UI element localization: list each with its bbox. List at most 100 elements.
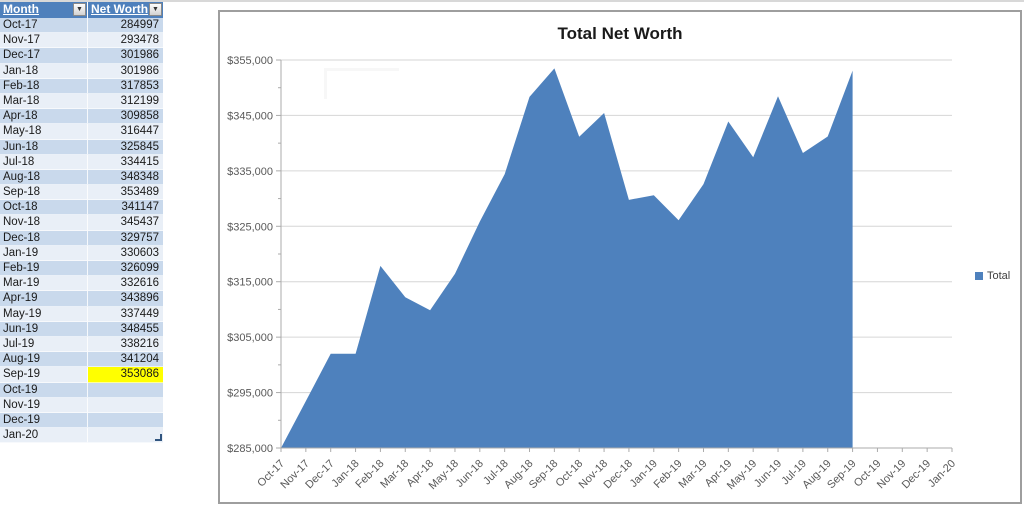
networth-cell[interactable]: 337449 xyxy=(88,306,163,322)
networth-cell[interactable]: 334415 xyxy=(88,154,163,170)
table-header-row: Month ▼ Net Worth ▼ xyxy=(0,2,163,18)
month-cell[interactable]: Aug-19 xyxy=(0,352,88,368)
table-row: Oct-18 341147 xyxy=(0,200,163,216)
month-cell[interactable]: Jun-19 xyxy=(0,321,88,337)
networth-cell[interactable]: 348348 xyxy=(88,169,163,186)
networth-cell[interactable]: 341147 xyxy=(88,200,163,216)
networth-cell[interactable]: 348455 xyxy=(88,321,163,337)
chart-legend[interactable]: Total xyxy=(975,270,1010,282)
table-row: Jan-18 301986 xyxy=(0,63,163,79)
month-cell[interactable]: Jun-18 xyxy=(0,139,88,155)
month-cell[interactable]: Oct-19 xyxy=(0,382,88,398)
table-row: Jan-20 xyxy=(0,428,163,444)
column-header-month[interactable]: Month ▼ xyxy=(0,2,88,18)
table-row: Nov-17 293478 xyxy=(0,33,163,49)
table-row: Sep-18 353489 xyxy=(0,185,163,201)
table-resize-handle[interactable] xyxy=(155,434,162,442)
month-cell[interactable]: Jan-18 xyxy=(0,63,88,79)
column-header-networth[interactable]: Net Worth ▼ xyxy=(88,2,163,18)
networth-cell[interactable]: 326099 xyxy=(88,261,163,277)
filter-dropdown-icon[interactable]: ▼ xyxy=(149,3,162,16)
month-cell[interactable]: May-19 xyxy=(0,306,88,322)
month-cell[interactable]: Sep-19 xyxy=(0,367,88,383)
networth-cell[interactable]: 338216 xyxy=(88,336,163,353)
table-row: Oct-17 284997 xyxy=(0,18,163,34)
networth-cell[interactable]: 316447 xyxy=(88,124,163,140)
table-row: Jun-18 325845 xyxy=(0,139,163,155)
networth-cell[interactable]: 312199 xyxy=(88,93,163,110)
chart[interactable]: Total Net Worth $285,000 $295,000 $305,000… xyxy=(218,10,1022,504)
networth-cell[interactable] xyxy=(88,428,163,444)
table-body: Oct-17 284997 Nov-17 293478 Dec-17 301986 Jan-… xyxy=(0,18,163,444)
svg-text:$355,000: $355,000 xyxy=(227,55,273,67)
networth-cell[interactable]: 343896 xyxy=(88,291,163,307)
legend-label: Total xyxy=(987,270,1011,282)
net-worth-table: Month ▼ Net Worth ▼ Oct-17 284997 Nov-17 29… xyxy=(0,2,163,444)
networth-cell[interactable]: 284997 xyxy=(88,18,163,34)
networth-cell[interactable]: 353489 xyxy=(88,185,163,201)
month-cell[interactable]: Jul-19 xyxy=(0,336,88,353)
month-cell[interactable]: May-18 xyxy=(0,124,88,140)
table-row: Mar-18 312199 xyxy=(0,93,163,110)
table-row: May-19 337449 xyxy=(0,306,163,322)
table-row: Nov-19 xyxy=(0,397,163,413)
svg-text:Jun-19: Jun-19 xyxy=(752,458,784,490)
networth-cell[interactable]: 332616 xyxy=(88,276,163,292)
month-cell[interactable]: Apr-19 xyxy=(0,291,88,307)
month-cell[interactable]: Apr-18 xyxy=(0,109,88,125)
month-cell[interactable]: Oct-18 xyxy=(0,200,88,216)
month-cell[interactable]: Dec-17 xyxy=(0,48,88,64)
svg-text:$315,000: $315,000 xyxy=(227,277,273,289)
networth-cell[interactable] xyxy=(88,412,163,429)
chart-svg: $285,000 $295,000 $305,000 $315,000 $325,000… xyxy=(227,55,958,492)
filter-dropdown-icon[interactable]: ▼ xyxy=(73,3,86,16)
table-row: Feb-19 326099 xyxy=(0,261,163,277)
networth-cell[interactable]: 341204 xyxy=(88,352,163,368)
month-cell[interactable]: Sep-18 xyxy=(0,185,88,201)
networth-cell[interactable] xyxy=(88,382,163,398)
svg-text:$345,000: $345,000 xyxy=(227,110,273,122)
table-row: Jan-19 330603 xyxy=(0,245,163,261)
month-cell[interactable]: Mar-18 xyxy=(0,93,88,110)
month-cell[interactable]: Oct-17 xyxy=(0,18,88,34)
top-divider xyxy=(0,0,1024,2)
svg-text:$325,000: $325,000 xyxy=(227,221,273,233)
month-cell[interactable]: Jul-18 xyxy=(0,154,88,170)
networth-cell[interactable]: 317853 xyxy=(88,78,163,94)
svg-text:Jun-18: Jun-18 xyxy=(454,458,486,490)
table-row: Jul-19 338216 xyxy=(0,336,163,353)
month-cell[interactable]: Nov-19 xyxy=(0,397,88,413)
table-row: Sep-19 353086 xyxy=(0,367,163,383)
svg-text:Jan-20: Jan-20 xyxy=(926,458,958,490)
column-header-networth-label: Net Worth xyxy=(91,2,149,16)
networth-cell[interactable]: 325845 xyxy=(88,139,163,155)
month-cell[interactable]: Aug-18 xyxy=(0,169,88,186)
table-row: Apr-19 343896 xyxy=(0,291,163,307)
table-row: Nov-18 345437 xyxy=(0,215,163,231)
networth-cell[interactable]: 353086 xyxy=(88,367,163,383)
networth-cell[interactable]: 301986 xyxy=(88,63,163,79)
month-cell[interactable]: Feb-19 xyxy=(0,261,88,277)
table-row: Aug-18 348348 xyxy=(0,169,163,186)
networth-cell[interactable]: 345437 xyxy=(88,215,163,231)
month-cell[interactable]: Mar-19 xyxy=(0,276,88,292)
month-cell[interactable]: Feb-18 xyxy=(0,78,88,94)
month-cell[interactable]: Dec-19 xyxy=(0,412,88,429)
table-row: Mar-19 332616 xyxy=(0,276,163,292)
svg-text:$285,000: $285,000 xyxy=(227,443,273,455)
month-cell[interactable]: Nov-18 xyxy=(0,215,88,231)
svg-text:Mar-18: Mar-18 xyxy=(378,458,411,491)
networth-cell[interactable]: 330603 xyxy=(88,245,163,261)
month-cell[interactable]: Dec-18 xyxy=(0,230,88,246)
svg-text:$335,000: $335,000 xyxy=(227,166,273,178)
month-cell[interactable]: Nov-17 xyxy=(0,33,88,49)
networth-cell[interactable]: 301986 xyxy=(88,48,163,64)
month-cell[interactable]: Jan-19 xyxy=(0,245,88,261)
networth-cell[interactable] xyxy=(88,397,163,413)
table-row: Jul-18 334415 xyxy=(0,154,163,170)
chart-title: Total Net Worth xyxy=(557,24,683,43)
networth-cell[interactable]: 293478 xyxy=(88,33,163,49)
networth-cell[interactable]: 309858 xyxy=(88,109,163,125)
networth-cell[interactable]: 329757 xyxy=(88,230,163,246)
month-cell[interactable]: Jan-20 xyxy=(0,428,88,444)
